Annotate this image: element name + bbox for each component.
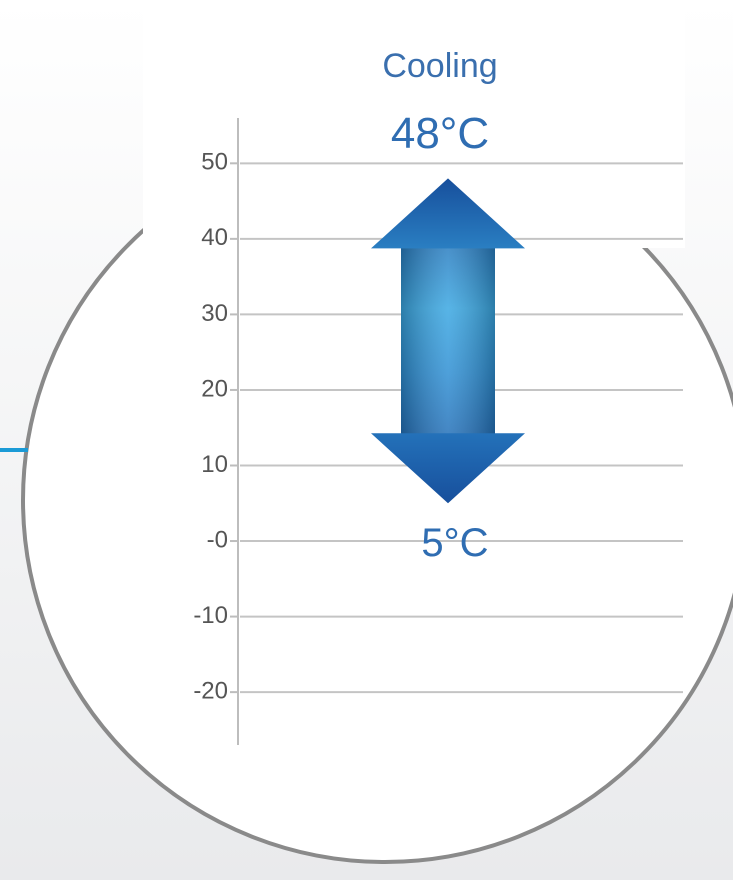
y-tick-label: 20 bbox=[201, 375, 228, 402]
y-tick-label: -10 bbox=[193, 602, 228, 629]
y-tick-label: 30 bbox=[201, 300, 228, 327]
y-tick-label: 50 bbox=[201, 149, 228, 176]
y-tick-label: 40 bbox=[201, 224, 228, 251]
y-tick-label: -20 bbox=[193, 677, 228, 704]
mask bbox=[143, 0, 685, 248]
low-label: 5°C bbox=[421, 521, 488, 565]
y-tick-label: -0 bbox=[207, 526, 228, 553]
y-tick-label: 10 bbox=[201, 451, 228, 478]
high-label: 48°C bbox=[391, 109, 489, 158]
chart-title: Cooling bbox=[382, 47, 497, 85]
